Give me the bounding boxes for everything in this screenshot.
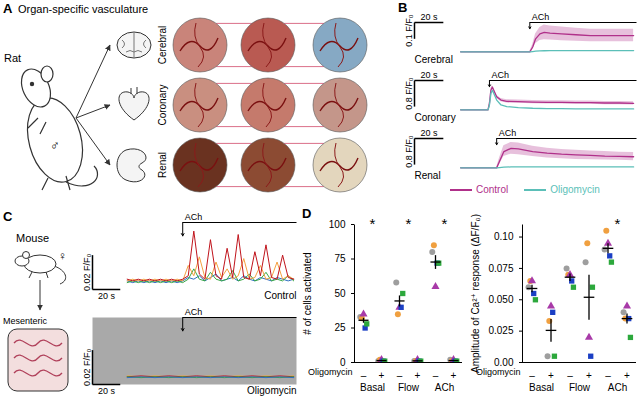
html-text:D: D [302,206,312,221]
svg-text:–: – [605,370,611,381]
svg-text:♂: ♂ [50,138,60,153]
svg-text:Cerebral: Cerebral [415,54,453,65]
svg-text:–: – [529,370,535,381]
svg-text:ACh: ACh [532,12,550,22]
svg-text:0.025: 0.025 [488,325,513,336]
svg-text:–: – [361,370,367,381]
svg-text:0.02 F/F₀: 0.02 F/F₀ [82,253,92,291]
svg-text:ACh: ACh [608,382,627,393]
svg-text:50: 50 [334,288,346,299]
svg-text:♀: ♀ [58,249,67,263]
svg-text:75: 75 [334,253,346,264]
svg-text:*: * [370,215,376,232]
svg-text:0.00: 0.00 [494,357,514,368]
svg-text:0.1 F/F₀: 0.1 F/F₀ [404,14,414,47]
svg-text:Mesenteric: Mesenteric [3,316,48,326]
svg-text:+: + [415,370,421,381]
svg-text:0: 0 [340,357,346,368]
svg-text:ACh: ACh [491,70,509,80]
svg-text:0.050: 0.050 [488,294,513,305]
svg-text:–: – [397,370,403,381]
svg-text:25: 25 [334,322,346,333]
svg-text:*: * [406,215,412,232]
svg-text:+: + [548,370,554,381]
svg-text:*: * [442,215,448,232]
svg-text:–: – [433,370,439,381]
svg-text:0.075: 0.075 [488,263,513,274]
svg-text:# of cells activated: # of cells activated [302,252,313,334]
svg-text:Coronary: Coronary [415,112,456,123]
svg-text:Cerebral: Cerebral [157,26,168,64]
svg-text:Organ-specific vasculature: Organ-specific vasculature [18,3,148,15]
svg-text:Oligomycin: Oligomycin [247,385,296,396]
svg-text:Renal: Renal [415,170,441,181]
svg-text:Amplitude of Ca²⁺ response (ΔF: Amplitude of Ca²⁺ response (ΔF/F₀) [470,214,481,373]
svg-text:Flow: Flow [569,382,591,393]
svg-text:ACh: ACh [435,382,454,393]
svg-text:*: * [615,215,621,232]
svg-text:20 s: 20 s [420,128,438,138]
svg-text:Basal: Basal [529,382,554,393]
svg-text:–: – [567,370,573,381]
svg-text:Oligomycin: Oligomycin [476,367,521,377]
svg-text:0.8 F/F₀: 0.8 F/F₀ [404,77,414,110]
svg-text:Flow: Flow [398,382,420,393]
svg-text:Basal: Basal [360,382,385,393]
svg-text:0.02 F/F₀: 0.02 F/F₀ [82,348,92,386]
html-text:Control: Control [476,184,509,195]
svg-text:Mouse: Mouse [16,232,49,244]
svg-text:+: + [586,370,592,381]
svg-text:Coronary: Coronary [157,84,168,125]
svg-text:+: + [379,370,385,381]
svg-text:Control: Control [264,290,296,301]
svg-text:20 s: 20 s [420,12,438,22]
svg-text:ACh: ACh [185,212,203,222]
svg-text:20 s: 20 s [98,291,116,301]
svg-text:0.8 F/F₀: 0.8 F/F₀ [404,135,414,168]
html-text:Oligomycin: Oligomycin [550,184,600,195]
svg-text:A: A [3,1,13,16]
svg-text:20 s: 20 s [420,70,438,80]
svg-text:+: + [624,370,630,381]
svg-text:0.10: 0.10 [494,231,514,242]
svg-text:C: C [3,209,13,224]
svg-text:20 s: 20 s [98,386,116,396]
svg-text:Renal: Renal [157,152,168,178]
svg-text:ACh: ACh [499,128,517,138]
svg-text:+: + [451,370,457,381]
svg-text:Oligomycin: Oligomycin [308,367,353,377]
svg-text:100: 100 [329,219,346,230]
svg-text:Rat: Rat [4,52,21,64]
svg-text:ACh: ACh [185,307,203,317]
html-text:B: B [398,0,408,15]
